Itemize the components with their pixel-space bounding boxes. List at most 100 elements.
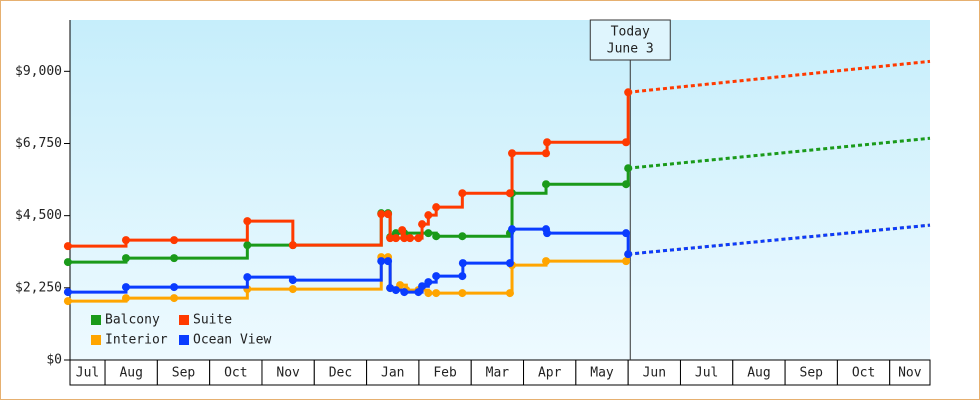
price-point [63,242,72,251]
price-point [424,289,433,298]
price-point [424,229,433,238]
price-point [542,257,551,266]
price-point [424,278,433,287]
legend-label: Suite [193,313,232,328]
x-tick-label: Jul [695,366,718,381]
x-tick-label: Aug [119,366,142,381]
price-point [386,234,395,243]
price-point [400,288,409,297]
price-point [377,257,386,266]
today-label: June 3 [607,42,654,57]
price-point [63,288,72,297]
x-tick-label: Nov [898,366,922,381]
price-point [243,217,252,226]
price-point [622,180,631,189]
legend-swatch [179,315,189,325]
x-tick-label: Jul [76,366,99,381]
price-point [418,220,427,229]
x-tick-label: Aug [747,366,770,381]
x-tick-label: Dec [329,366,352,381]
price-point [414,288,423,297]
price-point [384,210,393,219]
price-point [288,276,297,285]
y-tick-label: $0 [46,353,62,368]
legend-swatch [179,335,189,345]
price-point [391,234,400,243]
price-point [458,232,467,241]
legend-label: Interior [105,333,168,348]
month-cell [889,359,931,386]
price-point [121,294,130,303]
price-point [542,149,551,158]
y-tick-label: $9,000 [15,64,62,79]
price-point [432,289,441,298]
price-point [543,229,552,238]
price-point [170,283,179,292]
price-point [406,234,415,243]
x-tick-label: Sep [172,366,196,381]
price-point [414,234,423,243]
price-point [398,226,407,235]
x-tick-label: Sep [800,366,824,381]
price-point [243,273,252,282]
price-point [543,138,552,147]
x-tick-label: Nov [276,366,300,381]
price-point [458,189,467,198]
x-tick-label: Jan [381,366,404,381]
month-cell [627,359,681,386]
price-point [243,241,252,250]
price-point [458,272,467,281]
x-tick-label: Feb [433,366,457,381]
price-point [432,232,441,241]
price-point [400,234,409,243]
price-point [121,283,130,292]
price-point [288,285,297,294]
price-point [384,257,393,266]
price-point [170,254,179,263]
price-point [432,272,441,281]
y-tick-label: $2,250 [15,280,62,295]
x-tick-label: Apr [538,366,562,381]
x-tick-label: Mar [486,366,510,381]
plot-area [70,20,930,360]
price-point [508,149,517,158]
price-point [622,257,631,266]
price-point [508,225,517,234]
today-box [589,19,671,61]
price-point [170,236,179,245]
price-point [288,241,297,250]
legend-label: Balcony [105,313,160,328]
price-point [542,180,551,189]
x-tick-label: Jun [643,366,666,381]
x-tick-label: Oct [852,366,875,381]
y-tick-label: $6,750 [15,136,62,151]
price-point [505,289,514,298]
price-point [170,294,179,303]
month-cell [784,359,838,386]
legend-swatch [91,335,101,345]
x-tick-label: May [590,366,614,381]
month-cell [418,359,472,386]
price-point [63,297,72,306]
forecast-line [628,136,931,170]
price-point [505,189,514,198]
price-point [622,138,631,147]
price-point [424,211,433,220]
price-point [458,289,467,298]
y-tick-label: $4,500 [15,208,62,223]
price-point [418,282,427,291]
price-point [432,203,441,212]
x-tick-label: Oct [224,366,247,381]
forecast-line [628,59,931,94]
legend-swatch [91,315,101,325]
legend-label: Ocean View [193,333,271,348]
price-point [622,229,631,238]
price-point [121,254,130,263]
price-point [391,286,400,295]
month-cell [732,359,786,386]
price-point [377,210,386,219]
forecast-line [628,223,931,256]
price-point [505,259,514,268]
price-point [63,258,72,267]
